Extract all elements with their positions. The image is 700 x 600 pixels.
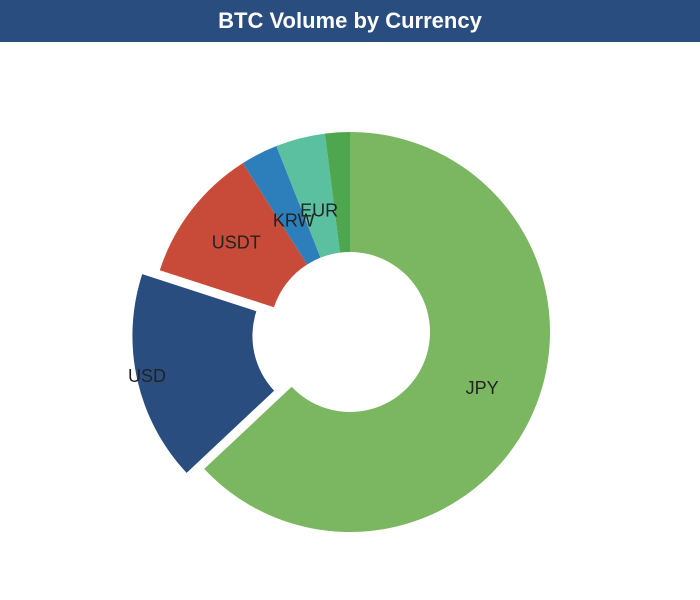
chart-title: BTC Volume by Currency: [218, 8, 482, 33]
slice-label-usdt: USDT: [212, 232, 261, 252]
donut-chart: JPYUSDUSDTKRWEUR: [0, 42, 700, 600]
chart-header: BTC Volume by Currency: [0, 0, 700, 42]
slice-label-jpy: JPY: [466, 378, 499, 398]
slice-label-eur: EUR: [300, 201, 338, 221]
donut-svg: JPYUSDUSDTKRWEUR: [0, 42, 700, 600]
slice-label-usd: USD: [128, 366, 166, 386]
